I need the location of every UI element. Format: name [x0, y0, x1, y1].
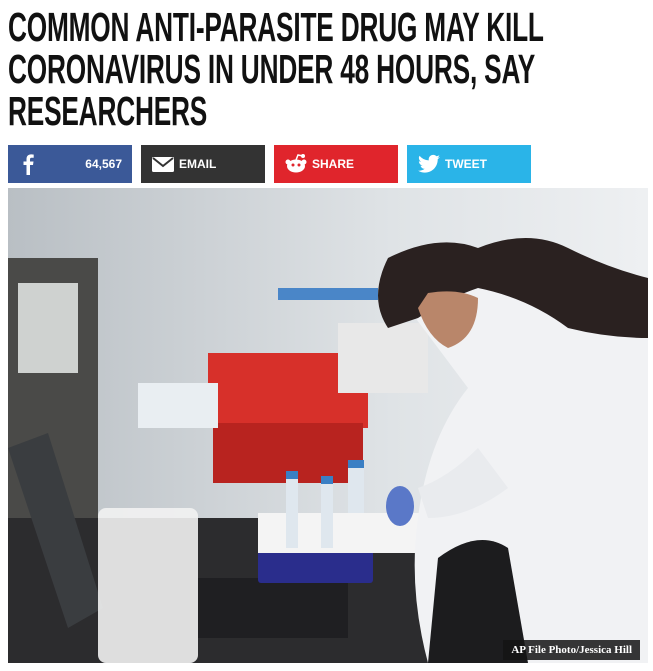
facebook-icon [23, 154, 34, 175]
headline: COMMON ANTI-PARASITE DRUG MAY KILL CORON… [8, 4, 544, 134]
reddit-button[interactable]: SHARE [274, 145, 398, 183]
article-photo: AP File Photo/Jessica Hill [8, 188, 648, 668]
twitter-button[interactable]: TWEET [407, 145, 531, 183]
reddit-icon [285, 154, 307, 173]
photo-credit: AP File Photo/Jessica Hill [503, 640, 640, 660]
twitter-icon [418, 154, 440, 173]
facebook-button[interactable]: 64,567 [8, 145, 132, 183]
reddit-label: SHARE [312, 157, 355, 171]
twitter-label: TWEET [445, 157, 487, 171]
email-label: EMAIL [179, 157, 217, 171]
facebook-count: 64,567 [85, 157, 122, 171]
email-button[interactable]: EMAIL [141, 145, 265, 183]
lab-scene [8, 188, 648, 663]
email-icon [152, 157, 174, 172]
